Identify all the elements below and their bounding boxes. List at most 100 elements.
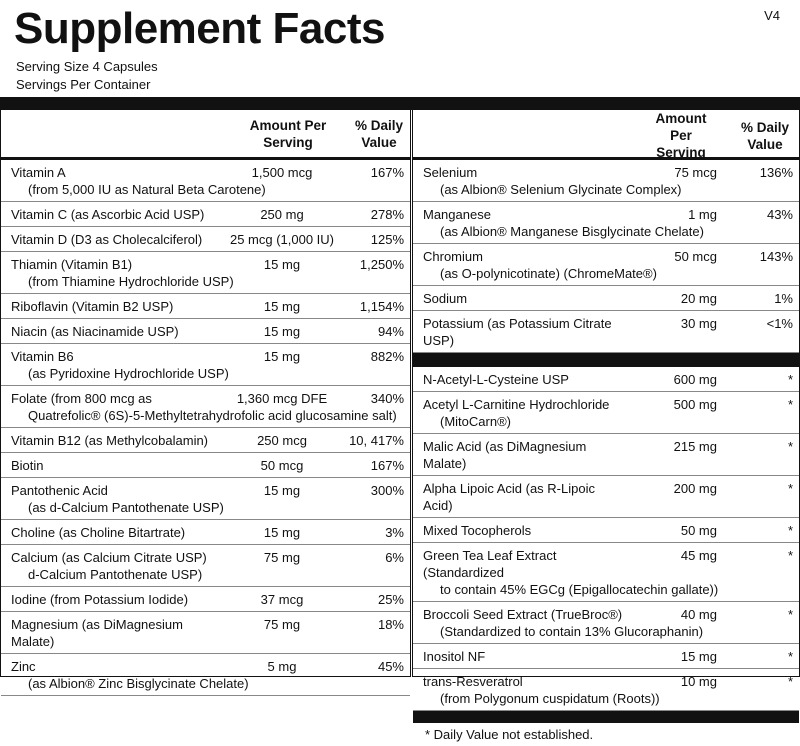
amount: 50 mcg: [674, 249, 717, 264]
nutrient-name: Sodium: [423, 291, 468, 306]
nutrient-row: Iodine (from Potassium Iodide) 37 mcg 25%: [1, 587, 410, 612]
amount: 30 mg: [680, 316, 717, 331]
footnote: * Daily Value not established.: [425, 727, 594, 742]
nutrient-row: Zinc 5 mg 45% (as Albion® Zinc Bisglycinate…: [1, 654, 410, 696]
amount-header: Amount Per Serving: [249, 117, 327, 150]
daily-value: *: [787, 548, 793, 563]
daily-value: <1%: [766, 316, 793, 331]
nutrient-detail: d-Calcium Pantothenate USP): [28, 567, 203, 582]
nutrient-detail: (from Thiamine Hydrochloride USP): [28, 274, 234, 289]
nutrient-detail: (as Albion® Selenium Glycinate Complex): [440, 182, 682, 197]
nutrient-row: Alpha Lipoic Acid (as R-Lipoic Acid) 200 …: [413, 476, 799, 518]
nutrient-name: Zinc: [11, 659, 36, 674]
divider-bar: [0, 97, 800, 110]
nutrient-row: Magnesium (as DiMagnesium Malate) 75 mg 18…: [1, 612, 410, 654]
nutrient-name: Broccoli Seed Extract (TrueBroc®): [423, 607, 623, 622]
nutrient-detail: (as d-Calcium Pantothenate USP): [28, 500, 224, 515]
nutrient-detail: (from 5,000 IU as Natural Beta Carotene): [28, 182, 266, 197]
nutrient-detail: (MitoCarn®): [440, 414, 511, 429]
daily-value: *: [787, 674, 793, 689]
amount: 45 mg: [680, 548, 717, 563]
amount: 15 mg: [680, 649, 717, 664]
daily-value: 278%: [370, 207, 404, 222]
amount: 500 mg: [673, 397, 717, 412]
amount: 215 mg: [673, 439, 717, 454]
left-column: Amount Per Serving % Daily Value Vitamin A…: [0, 110, 411, 696]
nutrient-row: Riboflavin (Vitamin B2 USP) 15 mg 1,154%: [1, 294, 410, 319]
amount: 20 mg: [680, 291, 717, 306]
serving-size: Serving Size 4 Capsules: [16, 59, 158, 74]
nutrient-row: Thiamin (Vitamin B1) 15 mg 1,250% (from Thi…: [1, 252, 410, 294]
nutrient-row: Potassium (as Potassium Citrate USP) 30 m…: [413, 311, 799, 353]
nutrient-name: Manganese: [423, 207, 491, 222]
daily-value: 300%: [370, 483, 404, 498]
daily-value: 167%: [370, 165, 404, 180]
nutrient-name: Choline (as Choline Bitartrate): [11, 525, 186, 540]
nutrient-name: Vitamin B12 (as Methylcobalamin): [11, 433, 209, 448]
daily-value: 94%: [377, 324, 404, 339]
nutrient-detail: (as O-polynicotinate) (ChromeMate®): [440, 266, 657, 281]
section-bar: [413, 711, 799, 723]
nutrient-row: Pantothenic Acid 15 mg 300% (as d-Calcium P…: [1, 478, 410, 520]
nutrient-row: N-Acetyl-L-Cysteine USP 600 mg *: [413, 367, 799, 392]
nutrient-name: Iodine (from Potassium Iodide): [11, 592, 189, 607]
amount: 15 mg: [263, 525, 301, 540]
nutrient-row: Chromium 50 mcg 143% (as O-polynicotinate) …: [413, 244, 799, 286]
daily-value: 136%: [759, 165, 793, 180]
nutrient-detail: (as Albion® Manganese Bisglycinate Chela…: [440, 224, 704, 239]
amount: 1,360 mcg DFE: [236, 391, 328, 406]
daily-value: 1,154%: [359, 299, 404, 314]
daily-value: 1,250%: [359, 257, 404, 272]
amount: 1 mg: [688, 207, 717, 222]
nutrient-name: N-Acetyl-L-Cysteine USP: [423, 372, 569, 387]
nutrient-detail: Quatrefolic® (6S)-5-Methyltetrahydrofoli…: [28, 408, 397, 423]
daily-value: 18%: [377, 617, 404, 632]
nutrient-name: Potassium (as Potassium Citrate USP): [423, 316, 612, 348]
nutrient-row: Mixed Tocopherols 50 mg *: [413, 518, 799, 543]
nutrient-row: Green Tea Leaf Extract (Standardized 45 m…: [413, 543, 799, 602]
amount: 15 mg: [263, 483, 301, 498]
nutrient-name: Riboflavin (Vitamin B2 USP): [11, 299, 174, 314]
nutrient-name: Pantothenic Acid: [11, 483, 108, 498]
column-header: Amount Per Serving % Daily Value: [413, 110, 799, 160]
nutrient-name: Chromium: [423, 249, 483, 264]
nutrient-detail: (from Polygonum cuspidatum (Roots)): [440, 691, 660, 706]
nutrient-name: Niacin (as Niacinamide USP): [11, 324, 179, 339]
nutrient-detail: to contain 45% EGCg (Epigallocatechin ga…: [440, 582, 719, 597]
daily-value: 340%: [370, 391, 404, 406]
daily-value: 45%: [377, 659, 404, 674]
daily-value: 43%: [766, 207, 793, 222]
nutrient-row: Manganese 1 mg 43% (as Albion® Manganese Bi…: [413, 202, 799, 244]
nutrient-name: Vitamin A: [11, 165, 66, 180]
nutrient-row: Niacin (as Niacinamide USP) 15 mg 94%: [1, 319, 410, 344]
amount: 25 mcg (1,000 IU): [229, 232, 335, 247]
nutrient-row: Malic Acid (as DiMagnesium Malate) 215 mg…: [413, 434, 799, 476]
nutrient-row: Inositol NF 15 mg *: [413, 644, 799, 669]
daily-value: 3%: [385, 525, 404, 540]
daily-value: *: [787, 439, 793, 454]
nutrient-name: Acetyl L-Carnitine Hydrochloride: [423, 397, 610, 412]
daily-value: 167%: [370, 458, 404, 473]
column-header: Amount Per Serving % Daily Value: [1, 110, 410, 160]
amount: 75 mg: [263, 550, 301, 565]
amount: 75 mcg: [674, 165, 717, 180]
amount: 15 mg: [263, 257, 301, 272]
daily-value: *: [787, 481, 793, 496]
daily-value: *: [787, 372, 793, 387]
daily-value: *: [787, 649, 793, 664]
nutrient-name: Inositol NF: [423, 649, 486, 664]
nutrient-row: Acetyl L-Carnitine Hydrochloride 500 mg * (…: [413, 392, 799, 434]
right-column: Amount Per Serving % Daily Value Selenium 7…: [412, 110, 800, 742]
nutrient-name: Alpha Lipoic Acid (as R-Lipoic Acid): [423, 481, 595, 513]
amount-header: Amount Per Serving: [655, 111, 707, 160]
nutrient-name: Folate (from 800 mcg as: [11, 391, 152, 406]
title: Supplement Facts: [14, 4, 385, 53]
nutrient-row: Vitamin B12 (as Methylcobalamin) 250 mcg 1…: [1, 428, 410, 453]
nutrient-row: Vitamin C (as Ascorbic Acid USP) 250 mg 27…: [1, 202, 410, 227]
nutrient-name: Selenium: [423, 165, 478, 180]
amount: 15 mg: [263, 299, 301, 314]
amount: 50 mg: [680, 523, 717, 538]
nutrient-name: Magnesium (as DiMagnesium Malate): [11, 617, 183, 649]
amount: 15 mg: [263, 324, 301, 339]
nutrient-row: Vitamin D (D3 as Cholecalciferol) 25 mcg …: [1, 227, 410, 252]
